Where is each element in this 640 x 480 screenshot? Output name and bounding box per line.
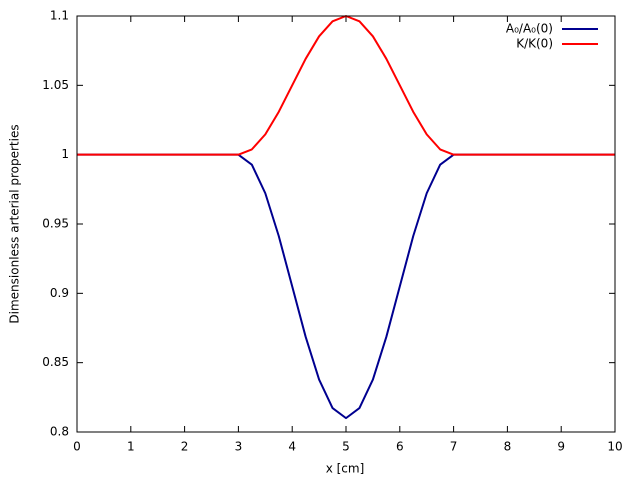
x-tick-label: 0 (73, 440, 81, 454)
plot-border (76, 15, 616, 433)
y-tick-label: 1.05 (42, 78, 69, 92)
line-series (77, 153, 615, 420)
y-tick-label: 1 (61, 147, 69, 161)
y-tick-label: 1.1 (50, 9, 69, 23)
y-tick-label: 0.95 (42, 217, 69, 231)
x-tick-label: 6 (396, 440, 404, 454)
y-tick-label: 0.8 (50, 425, 69, 439)
x-tick-label: 7 (450, 440, 458, 454)
x-tick-label: 10 (607, 440, 622, 454)
y-tick-label: 0.85 (42, 355, 69, 369)
x-tick-label: 2 (181, 440, 189, 454)
x-tick-label: 4 (288, 440, 296, 454)
legend-label: K/K(0) (516, 37, 553, 51)
x-tick-label: 1 (127, 440, 135, 454)
x-tick-label: 8 (504, 440, 512, 454)
x-axis-label: x [cm] (326, 462, 365, 476)
y-axis-label: Dimensionless arterial properties (8, 124, 22, 323)
x-tick-label: 3 (235, 440, 243, 454)
y-tick-label: 0.9 (50, 286, 69, 300)
legend-label: A₀/A₀(0) (506, 22, 553, 36)
x-tick-label: 9 (557, 440, 565, 454)
x-tick-label: 5 (342, 440, 350, 454)
